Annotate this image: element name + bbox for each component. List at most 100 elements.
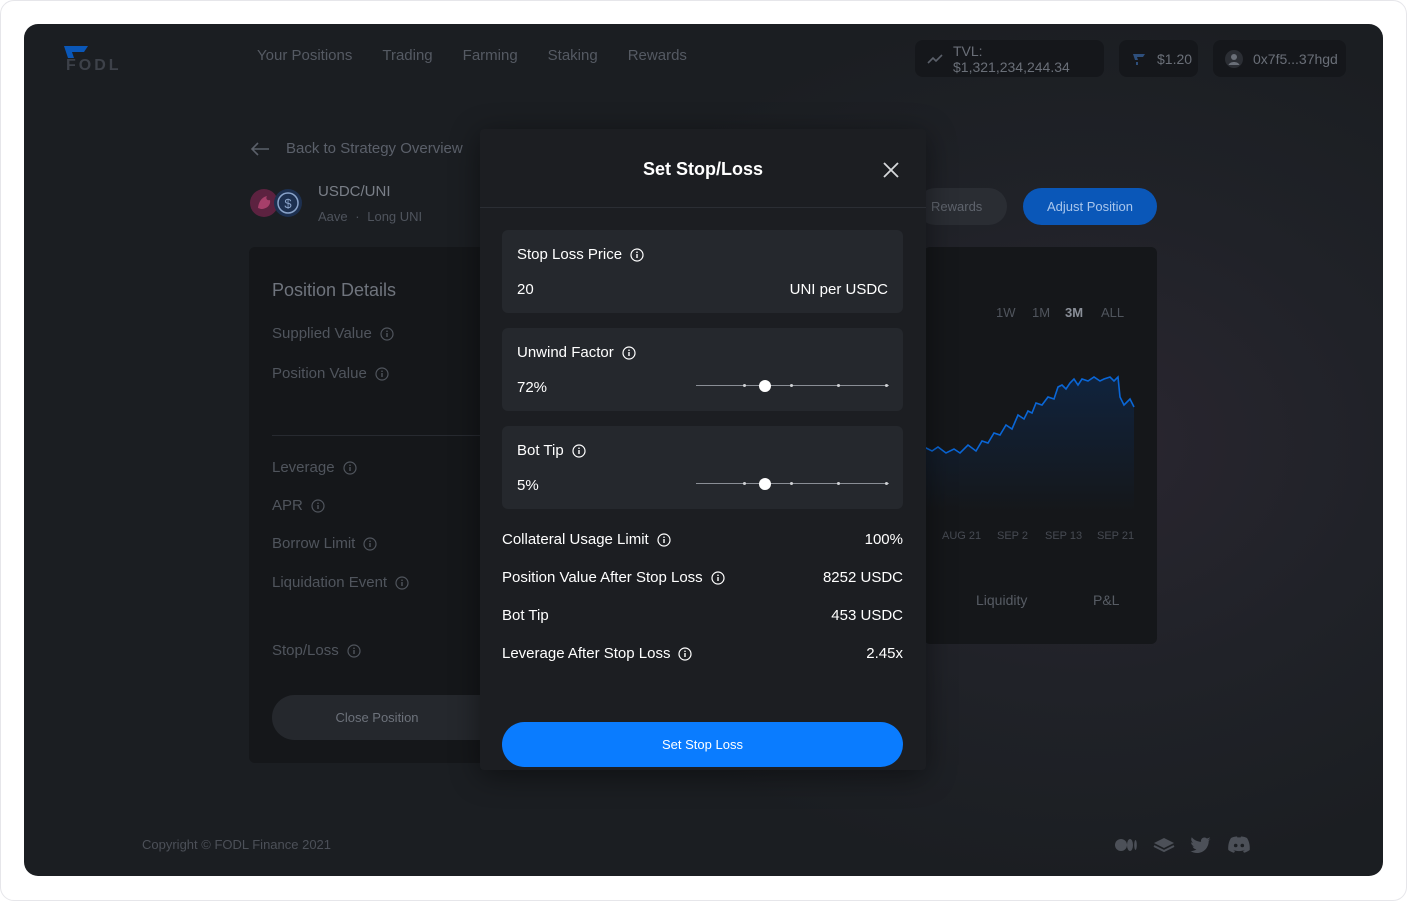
detail-label: APR (272, 497, 303, 514)
info-icon[interactable] (342, 460, 357, 475)
unwind-factor-slider[interactable] (696, 376, 889, 396)
detail-apr: APR (272, 497, 325, 514)
usdc-token-icon: $ (274, 189, 302, 217)
info-icon[interactable] (711, 570, 725, 585)
bot-tip-label: Bot Tip (517, 442, 564, 459)
info-icon[interactable] (363, 536, 377, 551)
user-avatar-icon (1225, 49, 1243, 68)
wallet-address: 0x7f5...37hgd (1253, 50, 1338, 67)
token-price: $1.20 (1157, 50, 1193, 67)
rewards-button[interactable]: Rewards (917, 188, 1007, 225)
discord-icon[interactable] (1227, 835, 1251, 855)
info-icon[interactable] (657, 532, 671, 547)
info-icon[interactable] (311, 498, 325, 513)
platform-name: Aave (318, 209, 348, 224)
nav-rewards[interactable]: Rewards (627, 47, 687, 64)
stop-loss-price-field[interactable]: Stop Loss Price 20 UNI per USDC (502, 230, 903, 313)
detail-label: Leverage (272, 459, 335, 476)
slider-tick (837, 482, 840, 485)
bot-tip-label-wrap: Bot Tip (517, 442, 586, 459)
slider-tick (790, 482, 793, 485)
info-icon[interactable] (380, 326, 394, 341)
pair-name: USDC/UNI (318, 183, 391, 200)
adjust-position-button[interactable]: Adjust Position (1023, 188, 1157, 225)
info-label: Leverage After Stop Loss (502, 645, 671, 662)
uni-token-icon (250, 189, 278, 217)
svg-text:FODL: FODL (66, 57, 122, 74)
adjust-label: Adjust Position (1047, 199, 1133, 214)
slider-tick (837, 384, 840, 387)
separator-dot: · (355, 209, 360, 224)
main-nav: Your Positions Trading Farming Staking R… (257, 46, 717, 66)
range-all[interactable]: ALL (1101, 305, 1125, 320)
bot-tip-amount-row: Bot Tip 453 USDC (502, 607, 903, 624)
detail-leverage: Leverage (272, 459, 357, 476)
arrow-left-icon (250, 141, 269, 156)
detail-stop-loss: Stop/Loss (272, 642, 361, 659)
stop-loss-price-input[interactable]: 20 (517, 281, 534, 298)
detail-label: Liquidation Event (272, 574, 388, 591)
nav-trading[interactable]: Trading (382, 47, 433, 64)
token-pair-icons: $ (249, 187, 309, 219)
rewards-label: Rewards (931, 199, 983, 214)
bot-tip-slider[interactable] (696, 474, 889, 494)
unwind-factor-value: 72% (517, 379, 548, 396)
nav-staking[interactable]: Staking (547, 47, 598, 64)
close-icon[interactable] (880, 159, 902, 181)
copyright: Copyright © FODL Finance 2021 (142, 837, 332, 852)
detail-label: Supplied Value (272, 325, 372, 342)
set-stop-loss-button[interactable]: Set Stop Loss (502, 722, 903, 767)
gitbook-icon[interactable] (1152, 835, 1176, 855)
detail-liquidation-event: Liquidation Event (272, 574, 409, 591)
wallet-pill[interactable]: 0x7f5...37hgd (1213, 40, 1346, 77)
tab-pnl[interactable]: P&L (1093, 592, 1120, 608)
tvl-pill: TVL: $1,321,234,244.34 (915, 40, 1104, 77)
range-1w[interactable]: 1W (996, 305, 1016, 320)
detail-label: Position Value (272, 365, 367, 382)
stop-loss-price-label-wrap: Stop Loss Price (517, 246, 644, 263)
info-value: 453 USDC (831, 607, 903, 624)
unwind-factor-label: Unwind Factor (517, 344, 614, 361)
chart-line (924, 375, 1135, 455)
svg-text:$: $ (284, 196, 292, 211)
price-chart (924, 375, 1135, 512)
detail-label: Borrow Limit (272, 535, 356, 552)
range-3m[interactable]: 3M (1065, 305, 1084, 320)
slider-tick (743, 482, 746, 485)
x-tick-aug21: AUG 21 (942, 530, 982, 542)
stop-loss-price-unit: UNI per USDC (789, 281, 888, 298)
info-icon[interactable] (678, 646, 693, 661)
range-1m[interactable]: 1M (1032, 305, 1051, 320)
info-icon[interactable] (347, 643, 361, 658)
medium-icon[interactable] (1114, 835, 1138, 855)
info-icon[interactable] (630, 247, 644, 262)
fodl-logo[interactable]: FODL (62, 44, 132, 74)
chart-area (924, 377, 1134, 512)
slider-thumb[interactable] (759, 478, 772, 490)
fodl-token-icon (1133, 53, 1145, 65)
info-icon[interactable] (622, 345, 636, 360)
tab-liquidity[interactable]: Liquidity (976, 592, 1028, 608)
twitter-icon[interactable] (1190, 835, 1212, 855)
nav-your-positions[interactable]: Your Positions (257, 47, 353, 64)
back-link[interactable]: Back to Strategy Overview (250, 140, 463, 157)
back-label: Back to Strategy Overview (286, 140, 463, 157)
x-tick-sep21: SEP 21 (1097, 530, 1135, 542)
slider-thumb[interactable] (759, 380, 772, 392)
info-label: Collateral Usage Limit (502, 531, 649, 548)
slider-tick (743, 384, 746, 387)
details-divider (272, 435, 489, 436)
info-icon[interactable] (572, 443, 586, 458)
leverage-after-row: Leverage After Stop Loss 2.45x (502, 645, 903, 662)
nav-farming[interactable]: Farming (462, 47, 518, 64)
set-stop-loss-modal: Set Stop/Loss Stop Loss Price 20 UNI per… (480, 129, 926, 770)
slider-tick (885, 482, 888, 485)
info-icon[interactable] (395, 575, 409, 590)
info-icon[interactable] (375, 366, 389, 381)
position-value-after-row: Position Value After Stop Loss 8252 USDC (502, 569, 903, 586)
position-details-title: Position Details (272, 280, 397, 300)
slider-tick (885, 384, 888, 387)
bot-tip-value: 5% (517, 477, 539, 494)
info-label: Position Value After Stop Loss (502, 569, 703, 586)
position-details-card: Position Details Supplied Value Position… (249, 247, 532, 763)
